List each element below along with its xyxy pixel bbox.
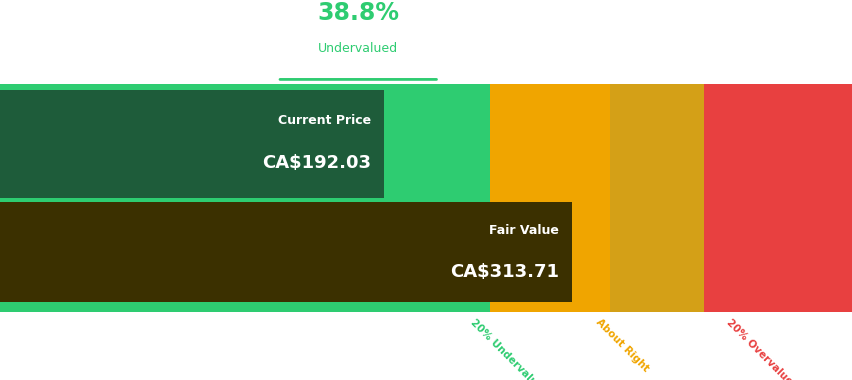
Bar: [703, 84, 852, 312]
Bar: [0, 84, 490, 312]
Text: About Right: About Right: [594, 317, 650, 374]
Text: Fair Value: Fair Value: [488, 224, 558, 237]
Text: 20% Overvalued: 20% Overvalued: [724, 317, 798, 380]
Bar: [0, 202, 571, 302]
Bar: [490, 84, 609, 312]
Text: 20% Undervalued: 20% Undervalued: [469, 317, 549, 380]
Text: CA$313.71: CA$313.71: [449, 263, 558, 281]
Bar: [609, 84, 703, 312]
Text: 38.8%: 38.8%: [317, 0, 399, 25]
Text: CA$192.03: CA$192.03: [262, 154, 371, 172]
Text: Current Price: Current Price: [278, 114, 371, 127]
Text: Undervalued: Undervalued: [318, 42, 398, 55]
Bar: [0, 90, 383, 198]
